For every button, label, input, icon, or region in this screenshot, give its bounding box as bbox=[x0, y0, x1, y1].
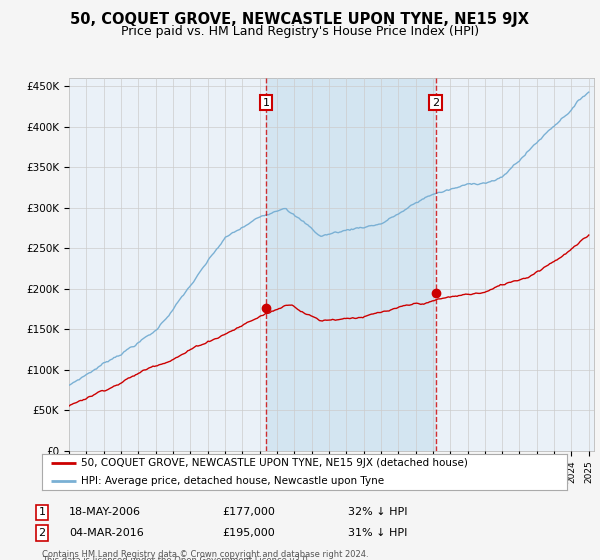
Text: 2: 2 bbox=[38, 528, 46, 538]
Text: 18-MAY-2006: 18-MAY-2006 bbox=[69, 507, 141, 517]
Text: £195,000: £195,000 bbox=[222, 528, 275, 538]
Text: £177,000: £177,000 bbox=[222, 507, 275, 517]
Text: 50, COQUET GROVE, NEWCASTLE UPON TYNE, NE15 9JX: 50, COQUET GROVE, NEWCASTLE UPON TYNE, N… bbox=[71, 12, 530, 27]
Text: 50, COQUET GROVE, NEWCASTLE UPON TYNE, NE15 9JX (detached house): 50, COQUET GROVE, NEWCASTLE UPON TYNE, N… bbox=[82, 458, 468, 468]
Text: Price paid vs. HM Land Registry's House Price Index (HPI): Price paid vs. HM Land Registry's House … bbox=[121, 25, 479, 38]
Text: 04-MAR-2016: 04-MAR-2016 bbox=[69, 528, 144, 538]
Text: 32% ↓ HPI: 32% ↓ HPI bbox=[348, 507, 407, 517]
Text: This data is licensed under the Open Government Licence v3.0.: This data is licensed under the Open Gov… bbox=[42, 556, 310, 560]
Text: 2: 2 bbox=[432, 97, 439, 108]
Text: Contains HM Land Registry data © Crown copyright and database right 2024.: Contains HM Land Registry data © Crown c… bbox=[42, 550, 368, 559]
Bar bbox=[266, 78, 436, 451]
Text: 1: 1 bbox=[263, 97, 269, 108]
Text: 31% ↓ HPI: 31% ↓ HPI bbox=[348, 528, 407, 538]
Text: 1: 1 bbox=[38, 507, 46, 517]
Text: HPI: Average price, detached house, Newcastle upon Tyne: HPI: Average price, detached house, Newc… bbox=[82, 476, 385, 486]
